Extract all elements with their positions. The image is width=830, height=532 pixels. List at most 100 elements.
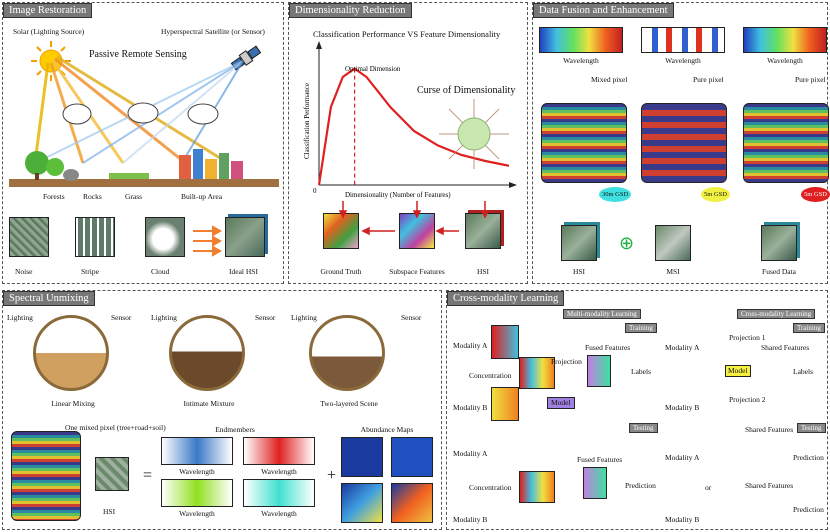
endmember-wavelength-3: Wavelength <box>179 509 215 518</box>
mixed-pixel-label: One mixed pixel (tree+road+soil) <box>65 423 166 432</box>
x-axis-arrow <box>509 182 517 188</box>
bottom-label-msi: MSI <box>666 267 680 276</box>
msi-tile <box>655 225 691 261</box>
multi-test-fused-block <box>583 467 607 499</box>
unmixing-hsi-label: HSI <box>103 507 116 516</box>
pixel-label-pure-2: Pure pixel <box>795 75 826 84</box>
reduction-arrows <box>338 201 490 236</box>
lighting-1: Lighting <box>7 313 33 322</box>
spectrum-msi <box>641 27 725 53</box>
multi-projection: Projection <box>551 357 582 366</box>
landscape-scene <box>9 149 279 187</box>
stripe-image <box>75 217 115 257</box>
cross-test-modality-b: Modality B <box>665 515 700 524</box>
multi-model-box <box>547 397 575 409</box>
multi-fused-features: Fused Features <box>585 343 631 352</box>
spectrum-fused <box>743 27 827 53</box>
panel-spectral-unmixing: Spectral Unmixing Lighting Sensor Lighti… <box>2 290 442 530</box>
endmembers-label: Endmembers <box>215 425 255 434</box>
fusion-plus-icon: ⊕ <box>619 233 635 253</box>
satellite-label: Hyperspectral Satellite (or Sensor) <box>161 27 265 36</box>
endmember-wavelength-4: Wavelength <box>261 509 297 518</box>
panel-title: Data Fusion and Enhancement <box>533 3 674 18</box>
endmember-wavelength-1: Wavelength <box>179 467 215 476</box>
spectrum-mixed <box>539 27 623 53</box>
multi-concentration: Concentration <box>469 371 512 380</box>
multi-modality-a: Modality A <box>453 341 488 350</box>
gsd-fused: 5m GSD <box>801 187 830 202</box>
abundance-map-3 <box>341 483 383 523</box>
multi-model-label: Model <box>551 398 571 407</box>
wavelength-label-3: Wavelength <box>767 56 803 65</box>
bottom-label-hsi: HSI <box>572 267 586 276</box>
origin-label: 0 <box>313 187 317 195</box>
scene-two-layered: Two-layered Scene <box>320 399 378 408</box>
wavelength-label-2: Wavelength <box>665 56 701 65</box>
sensor-2: Sensor <box>255 313 276 322</box>
multi-concat-block <box>519 357 555 389</box>
unmixing-hsi-cube <box>11 431 81 521</box>
cross-modality-subtitle: Cross-modality Learning <box>737 309 816 319</box>
curse-illustration <box>439 99 509 169</box>
cross-modality-a: Modality A <box>665 343 700 352</box>
endmember-2 <box>243 437 315 465</box>
endmember-wavelength-2: Wavelength <box>261 467 297 476</box>
scene-intimate: Intimate Mixture <box>183 399 235 408</box>
output-subspace: Subspace Features <box>389 267 445 276</box>
cloud-image <box>145 217 185 257</box>
noise-image <box>9 217 49 257</box>
pixel-label-mixed: Mixed pixel <box>591 75 628 84</box>
sun-label: Solar (Lighting Source) <box>13 27 85 36</box>
lighting-2: Lighting <box>151 313 177 322</box>
sensor-1: Sensor <box>111 313 132 322</box>
hsi-patch <box>95 457 129 491</box>
multi-test-concentration: Concentration <box>469 483 512 492</box>
cross-test-prediction-2: Prediction <box>793 505 824 514</box>
degradation-cloud: Cloud <box>151 267 170 276</box>
cross-testing-tag: Testing <box>797 423 826 433</box>
intimate-mixture-scene <box>169 315 245 391</box>
endmember-3 <box>161 479 233 507</box>
output-ground-truth: Ground Truth <box>320 267 362 276</box>
linear-mixing-scene <box>33 315 109 391</box>
cross-projection-1: Projection 1 <box>729 333 766 342</box>
hsi-tile <box>561 225 597 261</box>
plus-sign: + <box>327 467 337 484</box>
wavelength-label-1: Wavelength <box>563 56 599 65</box>
y-axis-label: Classification Performance <box>303 83 311 159</box>
panel-cross-modality: Cross-modality Learning Multi-modality L… <box>446 290 828 530</box>
multi-modality-title: Multi-modality Learning <box>563 309 641 319</box>
pixel-label-pure-1: Pure pixel <box>693 75 724 84</box>
two-layered-scene <box>309 315 385 391</box>
panel-data-fusion: Data Fusion and Enhancement Wavelength W… <box>532 2 830 284</box>
optimal-label: Optimal Dimension <box>345 65 401 73</box>
fused-cube <box>743 103 829 183</box>
multi-prediction: Prediction <box>625 481 656 490</box>
endmember-1 <box>161 437 233 465</box>
cross-modality-b: Modality B <box>665 403 700 412</box>
abundance-label: Abundance Maps <box>360 425 414 434</box>
cross-training-tag: Training <box>793 323 825 333</box>
degradation-stripe: Stripe <box>81 267 99 276</box>
gsd-hsi: 30m GSD <box>599 187 632 202</box>
endmember-4 <box>243 479 315 507</box>
cross-test-modality-a: Modality A <box>665 453 700 462</box>
land-label-rocks: Rocks <box>83 192 102 201</box>
cross-labels: Labels <box>793 367 813 376</box>
hsi-cube <box>541 103 627 183</box>
multi-training-tag: Training <box>625 323 657 333</box>
cross-test-prediction-1: Prediction <box>793 453 824 462</box>
performance-curve <box>317 67 510 186</box>
sensor-3: Sensor <box>401 313 422 322</box>
cross-model-box <box>725 365 751 377</box>
abundance-map-1 <box>341 437 383 477</box>
multi-fused-block <box>587 355 611 387</box>
x-axis-label: Dimensionality (Number of Features) <box>345 191 451 199</box>
abundance-map-2 <box>391 437 433 477</box>
chart-title: Classification Performance VS Feature Di… <box>313 29 501 39</box>
output-hsi: HSI <box>476 267 490 276</box>
degradation-ideal: Ideal HSI <box>229 267 258 276</box>
multi-test-modality-b: Modality B <box>453 515 488 524</box>
multi-feature-b <box>491 387 519 421</box>
